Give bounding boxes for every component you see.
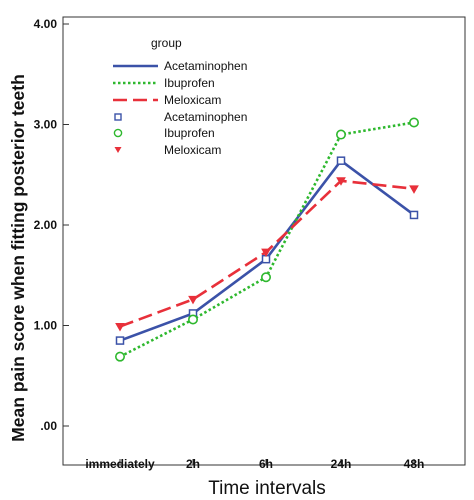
x-tick-label: immediately [85, 457, 155, 471]
point-ibuprofen [115, 351, 126, 362]
x-tick-label: 6h [259, 457, 273, 471]
plot-frame [62, 16, 466, 466]
point-meloxicam [115, 323, 125, 332]
legend-title: group [151, 36, 182, 50]
y-axis: .00 1.00 2.00 3.00 4.00 [34, 17, 69, 433]
point-ibuprofen [188, 314, 199, 325]
legend-label-meloxicam: Meloxicam [164, 143, 221, 157]
legend-marker-meloxicam [114, 147, 122, 153]
legend-label-ibuprofen: Ibuprofen [164, 126, 215, 140]
legend-label-meloxicam: Meloxicam [164, 93, 221, 107]
x-axis-title: Time intervals [208, 478, 326, 499]
point-ibuprofen [260, 272, 271, 283]
series-layer [115, 117, 419, 362]
point-acetaminophen [336, 156, 346, 165]
point-ibuprofen [335, 129, 346, 140]
y-axis-title: Mean pain score when fitting posterior t… [8, 74, 28, 442]
legend-label-ibuprofen: Ibuprofen [164, 76, 215, 90]
y-tick-label: 1.00 [34, 319, 58, 333]
legend-label-acetaminophen: Acetaminophen [164, 59, 247, 73]
x-tick-label: 2h [186, 457, 200, 471]
point-meloxicam [336, 177, 346, 186]
y-tick-label: 3.00 [34, 118, 58, 132]
legend: group Acetaminophen Ibuprofen Meloxicam Ace… [113, 36, 247, 157]
point-meloxicam [261, 248, 271, 258]
x-tick-label: 24h [331, 457, 352, 471]
legend-marker-ibuprofen [113, 128, 123, 138]
point-meloxicam [409, 185, 419, 194]
point-acetaminophen [115, 336, 125, 345]
y-tick-label: 2.00 [34, 218, 58, 232]
legend-marker-acetaminophen [114, 113, 122, 121]
y-tick-label: .00 [40, 419, 57, 433]
point-ibuprofen [408, 117, 419, 128]
point-meloxicam [188, 295, 198, 305]
point-acetaminophen [409, 210, 419, 220]
x-axis: immediately 2h 6h 24h 48h [85, 457, 424, 471]
legend-label-acetaminophen: Acetaminophen [164, 110, 247, 124]
x-tick-label: 48h [404, 457, 425, 471]
y-tick-label: 4.00 [34, 17, 58, 31]
